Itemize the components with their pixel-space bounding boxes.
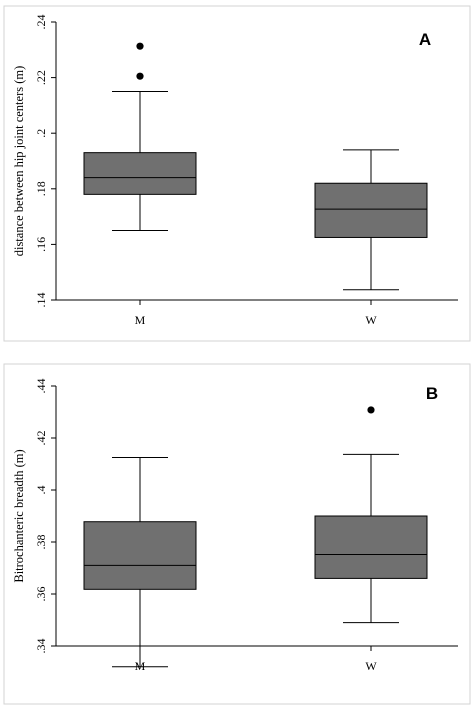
iqr-box <box>83 521 197 590</box>
outlier-point <box>367 406 375 414</box>
box-m <box>83 42 197 231</box>
y-tick-label: .16 <box>34 237 48 252</box>
y-tick-label: .34 <box>34 639 48 654</box>
panel-frame <box>3 5 471 342</box>
x-category-label: W <box>365 313 377 327</box>
box-m <box>83 457 197 668</box>
x-category-label: M <box>135 313 146 327</box>
chart-panel-a: .14 .16 .18 .2 .22 .24 distance between hip jo… <box>3 5 471 342</box>
iqr-box <box>314 515 428 579</box>
iqr-box <box>314 182 428 238</box>
iqr-box <box>83 152 197 195</box>
box-w <box>314 149 428 291</box>
y-tick-label: .44 <box>34 379 48 394</box>
y-tick-label: .4 <box>34 486 48 495</box>
box-w <box>314 406 428 624</box>
y-tick-label: .22 <box>34 70 48 85</box>
y-axis-title: Bitrochanteric breadth (m) <box>12 449 26 582</box>
y-tick-label: .24 <box>34 15 48 30</box>
y-tick-label: .14 <box>34 293 48 308</box>
y-tick-label: .42 <box>34 431 48 446</box>
y-tick-label: .18 <box>34 181 48 196</box>
x-category-label: W <box>365 659 377 673</box>
y-tick-label: .2 <box>34 129 48 138</box>
panel-label: A <box>419 30 431 49</box>
y-tick-label: .38 <box>34 535 48 550</box>
chart-panel-b: .34 .36 .38 .4 .42 .44 Bitrochanteric breadth … <box>3 363 471 705</box>
y-axis-title: distance between hip joint centers (m) <box>12 66 26 257</box>
panel-label: B <box>426 384 438 403</box>
y-tick-label: .36 <box>34 587 48 602</box>
outlier-point <box>136 72 144 80</box>
outlier-point <box>136 42 144 50</box>
